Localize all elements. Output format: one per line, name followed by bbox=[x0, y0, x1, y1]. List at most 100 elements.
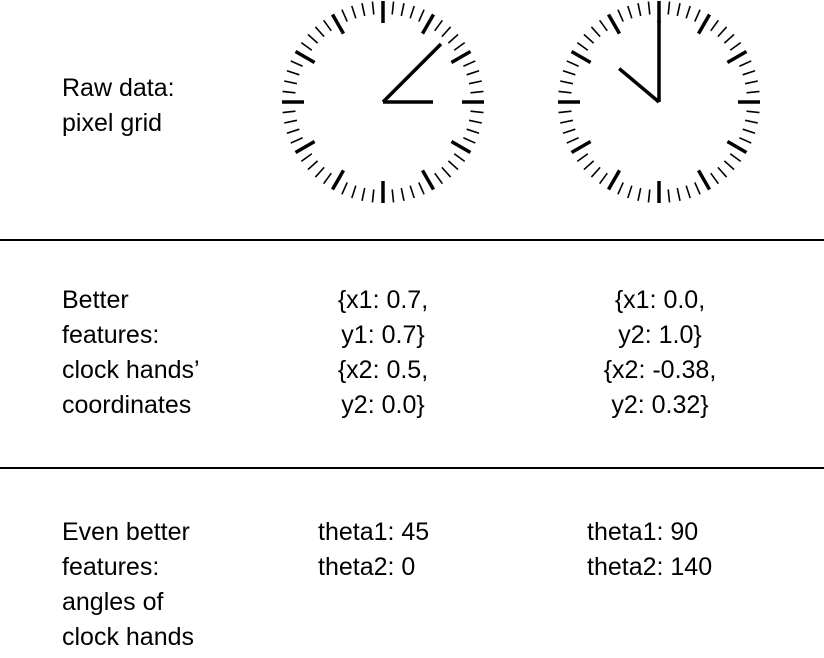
coordinate-line: y2: 1.0} bbox=[618, 321, 702, 349]
label-line: features: bbox=[62, 321, 160, 349]
minute-tick bbox=[560, 119, 574, 124]
minute-tick bbox=[400, 187, 405, 201]
minute-tick bbox=[300, 41, 313, 51]
label-line: clock hands bbox=[62, 623, 195, 651]
minute-tick bbox=[314, 166, 325, 178]
minute-tick bbox=[284, 119, 298, 124]
row-divider bbox=[0, 467, 824, 469]
minute-tick bbox=[447, 33, 459, 44]
hour-tick bbox=[450, 49, 472, 65]
minute-tick bbox=[744, 119, 758, 124]
label-line: Raw data: bbox=[62, 74, 175, 102]
minute-tick bbox=[322, 172, 332, 185]
hour-tick bbox=[570, 139, 592, 155]
minute-tick bbox=[558, 90, 572, 94]
minute-tick bbox=[351, 5, 357, 19]
row-divider bbox=[0, 239, 824, 241]
minute-tick bbox=[558, 110, 572, 114]
clock-face-left bbox=[282, 1, 484, 203]
minute-tick bbox=[576, 153, 589, 163]
coordinates-left: {x1: 0.7, y1: 0.7} {x2: 0.5, y2: 0.0} bbox=[303, 283, 463, 423]
coordinate-line: {x1: 0.0, bbox=[614, 286, 706, 314]
minute-tick bbox=[409, 5, 415, 19]
minute-tick bbox=[744, 80, 758, 85]
minute-tick bbox=[637, 3, 642, 17]
minute-tick bbox=[441, 166, 452, 178]
minute-tick bbox=[598, 19, 608, 32]
row-label-better-features: Better features: clock hands’ coordinate… bbox=[62, 283, 200, 423]
minute-tick bbox=[717, 166, 728, 178]
minute-tick bbox=[667, 1, 671, 15]
minute-tick bbox=[391, 189, 395, 203]
minute-hand bbox=[381, 42, 443, 104]
hour-tick bbox=[294, 49, 316, 65]
hour-tick bbox=[726, 139, 748, 155]
hour-tick bbox=[420, 169, 436, 191]
clock-face-right bbox=[558, 1, 760, 203]
minute-tick bbox=[676, 187, 681, 201]
hour-tick bbox=[606, 13, 622, 35]
hour-tick bbox=[330, 13, 346, 35]
coordinate-line: y1: 0.7} bbox=[341, 321, 425, 349]
minute-tick bbox=[463, 137, 476, 144]
angle-line: theta2: 140 bbox=[587, 553, 713, 581]
minute-tick bbox=[566, 137, 579, 144]
label-line: angles of bbox=[62, 588, 164, 616]
minute-tick bbox=[685, 185, 691, 199]
minute-tick bbox=[694, 182, 701, 195]
angle-line: theta1: 90 bbox=[587, 518, 699, 546]
minute-tick bbox=[694, 9, 701, 22]
minute-tick bbox=[583, 33, 595, 44]
coordinate-line: {x2: -0.38, bbox=[603, 356, 717, 384]
coordinate-line: y2: 0.0} bbox=[341, 391, 425, 419]
minute-tick bbox=[468, 119, 482, 124]
label-line: Even better bbox=[62, 518, 190, 546]
minute-tick bbox=[667, 189, 671, 203]
hour-tick bbox=[726, 49, 748, 65]
coordinate-line: {x2: 0.5, bbox=[337, 356, 429, 384]
hour-tick bbox=[696, 169, 712, 191]
minute-tick bbox=[723, 160, 735, 171]
minute-tick bbox=[434, 19, 444, 32]
minute-tick bbox=[739, 60, 752, 67]
minute-tick bbox=[583, 160, 595, 171]
hour-tick bbox=[570, 49, 592, 65]
minute-tick bbox=[322, 19, 332, 32]
hour-hand bbox=[618, 67, 661, 104]
minute-tick bbox=[391, 1, 395, 15]
minute-tick bbox=[361, 187, 366, 201]
minute-tick bbox=[409, 185, 415, 199]
label-line: pixel grid bbox=[62, 109, 163, 137]
row-label-raw-data: Raw data: pixel grid bbox=[62, 71, 175, 141]
hour-tick bbox=[696, 13, 712, 35]
minute-tick bbox=[470, 90, 484, 94]
minute-tick bbox=[463, 60, 476, 67]
minute-tick bbox=[739, 137, 752, 144]
hour-tick bbox=[330, 169, 346, 191]
minute-tick bbox=[290, 137, 303, 144]
minute-tick bbox=[290, 60, 303, 67]
minute-tick bbox=[282, 110, 296, 114]
minute-tick bbox=[400, 3, 405, 17]
minute-tick bbox=[418, 182, 425, 195]
minute-tick bbox=[351, 185, 357, 199]
minute-tick bbox=[466, 128, 480, 134]
minute-tick bbox=[468, 80, 482, 85]
minute-tick bbox=[627, 185, 633, 199]
minute-tick bbox=[710, 172, 720, 185]
label-line: coordinates bbox=[62, 391, 192, 419]
minute-tick bbox=[562, 70, 576, 76]
minute-tick bbox=[371, 189, 375, 203]
minute-tick bbox=[590, 166, 601, 178]
minute-tick bbox=[341, 9, 348, 22]
row-label-even-better-features: Even better features: angles of clock ha… bbox=[62, 515, 194, 655]
minute-tick bbox=[434, 172, 444, 185]
minute-tick bbox=[418, 9, 425, 22]
label-line: Better bbox=[62, 286, 129, 314]
minute-tick bbox=[676, 3, 681, 17]
minute-tick bbox=[562, 128, 576, 134]
minute-tick bbox=[307, 33, 319, 44]
minute-tick bbox=[453, 153, 466, 163]
minute-tick bbox=[647, 1, 651, 15]
angles-left: theta1: 45 theta2: 0 bbox=[318, 515, 429, 585]
